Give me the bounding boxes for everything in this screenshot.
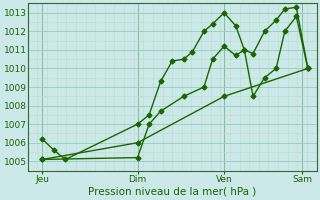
X-axis label: Pression niveau de la mer( hPa ): Pression niveau de la mer( hPa ) xyxy=(88,187,256,197)
